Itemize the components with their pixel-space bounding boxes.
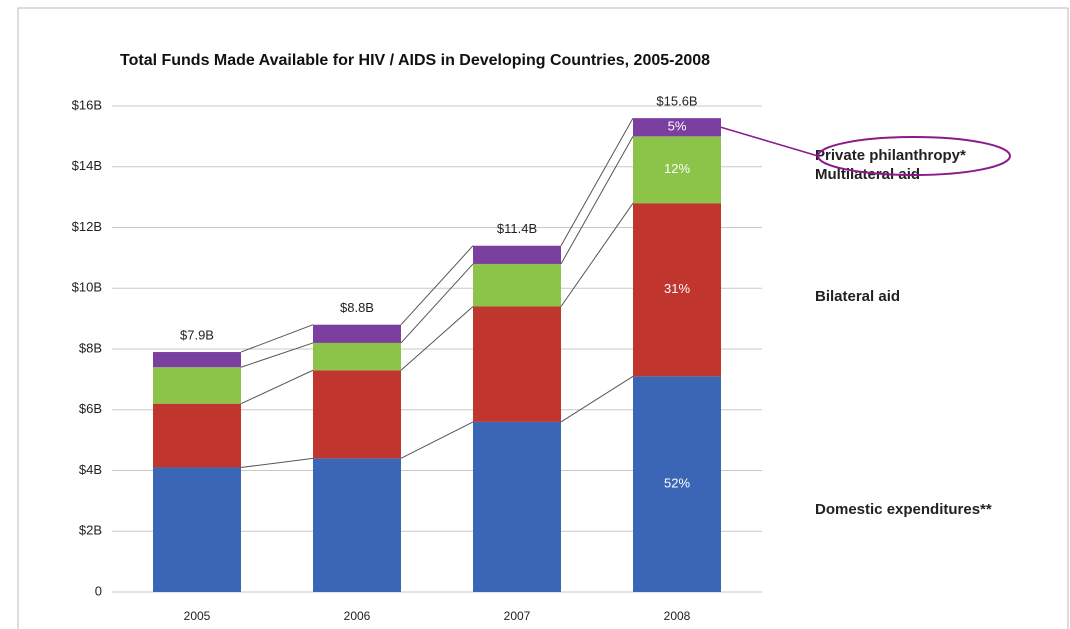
legend-pointer bbox=[720, 126, 819, 157]
y-tick-label: $6B bbox=[79, 401, 102, 416]
x-tick-label: 2005 bbox=[184, 609, 211, 623]
bar-segment bbox=[473, 421, 561, 592]
total-label: $11.4B bbox=[497, 221, 537, 236]
legend-label: Private philanthropy* bbox=[815, 147, 966, 164]
y-tick-label: $10B bbox=[72, 280, 102, 295]
connector bbox=[560, 136, 634, 265]
y-tick-label: $4B bbox=[79, 462, 102, 477]
segment-label: 12% bbox=[664, 161, 690, 176]
connector bbox=[240, 324, 314, 353]
connector bbox=[400, 263, 474, 344]
legend-label: Domestic expenditures** bbox=[815, 501, 992, 518]
y-tick-label: $14B bbox=[72, 158, 102, 173]
bar-segment bbox=[313, 458, 401, 592]
bar-segment bbox=[153, 352, 241, 368]
y-tick-label: $8B bbox=[79, 340, 102, 355]
connector bbox=[400, 306, 474, 371]
legend-label: Bilateral aid bbox=[815, 288, 900, 305]
connector bbox=[400, 421, 474, 459]
connector bbox=[400, 245, 474, 326]
y-tick-label: 0 bbox=[95, 583, 102, 598]
x-tick-label: 2006 bbox=[344, 609, 371, 623]
legend-label: Multilateral aid bbox=[815, 166, 920, 183]
connector bbox=[240, 369, 314, 405]
connector bbox=[240, 342, 314, 368]
bar-segment bbox=[633, 136, 721, 204]
total-label: $7.9B bbox=[180, 327, 214, 342]
total-label: $15.6B bbox=[656, 94, 697, 109]
connector bbox=[560, 202, 634, 307]
x-tick-label: 2007 bbox=[504, 609, 531, 623]
bar-segment bbox=[153, 467, 241, 592]
segment-label: 5% bbox=[668, 119, 687, 134]
bar-segment bbox=[473, 263, 561, 307]
bar-segment bbox=[153, 367, 241, 404]
bar-segment bbox=[633, 203, 721, 377]
y-tick-label: $16B bbox=[72, 97, 102, 112]
bar-segment bbox=[313, 324, 401, 343]
chart-title: Total Funds Made Available for HIV / AID… bbox=[120, 52, 710, 69]
segment-label: 52% bbox=[664, 476, 690, 491]
connector bbox=[240, 457, 314, 468]
total-label: $8.8B bbox=[340, 300, 374, 315]
bar-segment bbox=[313, 342, 401, 371]
bar-segment bbox=[473, 306, 561, 422]
bar-segment bbox=[633, 118, 721, 137]
bar-segment bbox=[473, 245, 561, 264]
bar-segment bbox=[153, 403, 241, 468]
x-tick-label: 2008 bbox=[664, 609, 691, 623]
frame bbox=[17, 7, 1069, 629]
connector bbox=[560, 375, 634, 423]
bar-segment bbox=[633, 376, 721, 592]
y-tick-label: $2B bbox=[79, 523, 102, 538]
y-tick-label: $12B bbox=[72, 219, 102, 234]
segment-label: 31% bbox=[664, 281, 690, 296]
connector bbox=[560, 117, 634, 246]
bar-segment bbox=[313, 370, 401, 459]
